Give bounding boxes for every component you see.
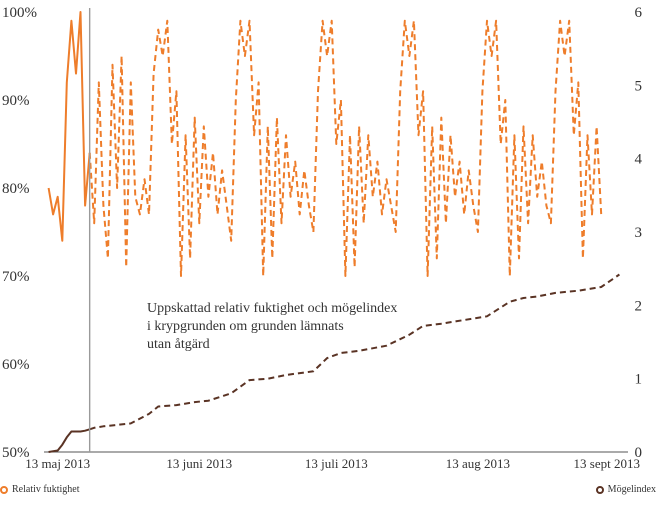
y-right-tick-label: 2 [635,298,643,314]
y-right-tick-label: 3 [635,225,643,241]
mold-index-line-dashed [89,273,620,431]
legend-item-humidity: Relativ fuktighet [0,484,80,495]
y-right-tick-label: 0 [635,445,643,461]
y-right-tick-label: 5 [635,78,643,94]
annotation-text: i krypgrunden om grunden lämnats [147,319,344,334]
axes: 50% 60% 70% 80% 90% 100% 0 1 2 3 4 5 6 13 maj 2013 13 … [2,5,643,471]
legend-label-mold-index: Mögelindex [607,484,656,495]
humidity-line-solid [47,11,91,242]
y-left-tick-label: 70% [2,269,30,285]
annotation: Uppskattad relativ fuktighet och mögelin… [88,8,397,452]
legend-swatch-mold-index [595,485,604,494]
x-tick-label: 13 aug 2013 [446,456,510,471]
humidity-line-dashed [88,19,603,277]
y-left-tick-label: 100% [2,5,37,21]
y-left-tick-label: 80% [2,181,30,197]
legend-label-humidity: Relativ fuktighet [12,484,80,495]
legend-item-mold-index: Mögelindex [595,484,656,495]
y-left-tick-label: 90% [2,93,30,109]
y-right-tick-label: 4 [635,152,643,168]
x-tick-label: 13 maj 2013 [25,456,90,471]
annotation-text: Uppskattad relativ fuktighet och mögelin… [147,301,397,316]
x-tick-label: 13 juli 2013 [305,456,368,471]
series-group [47,11,620,453]
y-right-tick-label: 1 [635,372,643,388]
x-tick-label: 13 sept 2013 [574,456,640,471]
annotation-text: utan åtgärd [147,337,210,352]
mold-index-line-solid [48,428,90,453]
legend-swatch-humidity [0,485,8,494]
y-left-tick-label: 50% [2,445,30,461]
y-left-tick-label: 60% [2,357,30,373]
x-tick-label: 13 juni 2013 [166,456,232,471]
y-right-tick-label: 6 [635,5,643,21]
